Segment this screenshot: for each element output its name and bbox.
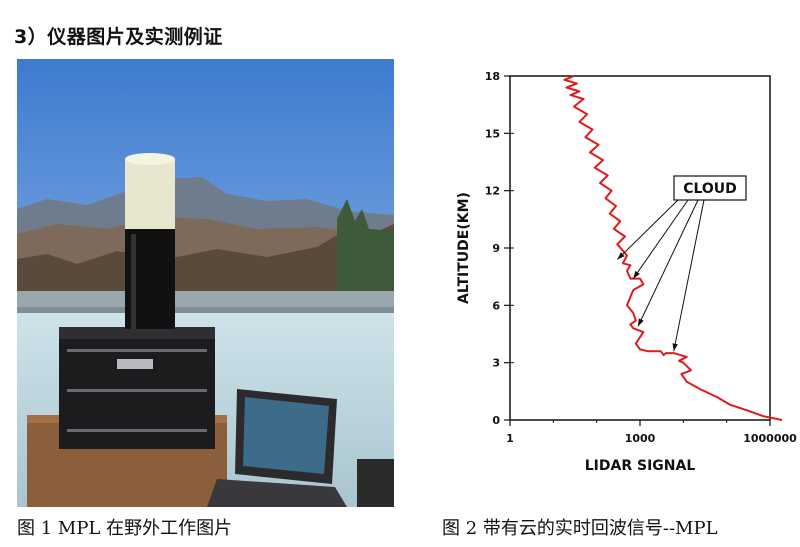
y-tick-label: 6 <box>492 299 500 312</box>
lidar-chart: 0 3 6 9 12 15 18 1 1000 1000000 LIDAR SIGNAL ALTITU… <box>440 58 797 488</box>
cloud-label: CLOUD <box>683 181 737 197</box>
cloud-arrow-head <box>638 318 644 327</box>
x-axis-title: LIDAR SIGNAL <box>585 458 696 474</box>
cloud-label-box <box>673 175 747 201</box>
plot-frame <box>509 75 771 421</box>
cloud-arrow-head <box>633 270 640 279</box>
cloud-arrow-head <box>617 252 625 260</box>
section-heading: 3）仪器图片及实测例证 <box>14 26 223 48</box>
y-tick-label: 12 <box>485 185 500 198</box>
x-tick-label: 1000 <box>625 432 656 445</box>
cloud-arrow <box>637 199 699 327</box>
y-tick-label: 0 <box>492 414 500 427</box>
y-tick-label: 18 <box>485 70 500 83</box>
caption-left: 图 1 MPL 在野外工作图片 <box>17 518 233 539</box>
cloud-arrow <box>632 199 689 279</box>
y-tick-label: 15 <box>485 127 500 140</box>
cloud-arrow-head <box>672 343 678 352</box>
cloud-arrow <box>616 199 679 260</box>
instrument-photo <box>17 59 394 507</box>
cloud-arrow <box>673 199 705 352</box>
x-tick-label: 1 <box>506 432 514 445</box>
caption-right: 图 2 带有云的实时回波信号--MPL <box>442 518 718 539</box>
signal-line <box>563 75 783 421</box>
x-tick-label: 1000000 <box>743 432 797 445</box>
y-axis-title: ALTITUDE(KM) <box>456 192 472 304</box>
y-tick-label: 3 <box>492 357 500 370</box>
y-tick-label: 9 <box>492 242 500 255</box>
